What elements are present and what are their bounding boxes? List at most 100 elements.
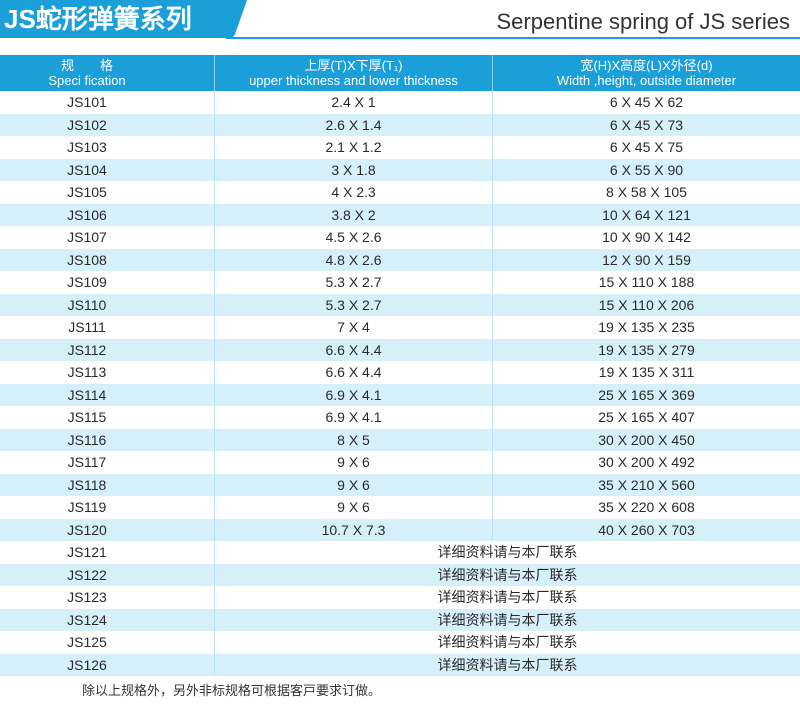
- cell-contact-note: 详细资料请与本厂联系: [214, 563, 800, 586]
- cell-spec: JS125: [67, 634, 107, 650]
- cell-spec: JS112: [67, 341, 107, 358]
- cell-dimensions: 15 X 110 X 188: [492, 271, 800, 294]
- cell-spec: JS126: [67, 656, 107, 673]
- cell-dimensions: 6 X 45 X 73: [492, 113, 800, 136]
- column-header-en: Width ,height, outside diameter: [556, 73, 737, 88]
- cell-dimensions: 10 X 64 X 121: [492, 203, 800, 226]
- cell-spec: JS115: [67, 409, 107, 425]
- cell-dimensions: 40 X 260 X 703: [492, 518, 800, 541]
- cell-spec: JS110: [67, 296, 107, 313]
- cell-spec: JS114: [67, 386, 107, 403]
- table-row: JS120 10.7 X 7.3 40 X 260 X 703: [0, 518, 800, 541]
- table-row: JS116 8 X 5 30 X 200 X 450: [0, 428, 800, 451]
- column-header-cn: 宽(H)X高度(L)X外径(d): [580, 58, 713, 73]
- cell-dimensions: 6 X 55 X 90: [492, 158, 800, 181]
- title-banner: JS蛇形弹簧系列 Serpentine spring of JS series: [0, 0, 800, 44]
- cell-dimensions: 30 X 200 X 492: [492, 451, 800, 474]
- cell-spec: JS123: [67, 589, 107, 605]
- table-row: JS109 5.3 X 2.7 15 X 110 X 188: [0, 271, 800, 294]
- cell-spec: JS117: [67, 454, 107, 470]
- cell-spec: JS104: [67, 161, 107, 178]
- cell-spec: JS124: [67, 611, 107, 628]
- cell-spec: JS105: [67, 184, 107, 200]
- cell-dimensions: 10 X 90 X 142: [492, 226, 800, 249]
- table-row: JS119 9 X 6 35 X 220 X 608: [0, 496, 800, 519]
- cell-contact-note: 详细资料请与本厂联系: [214, 541, 800, 564]
- cell-thickness: 5.3 X 2.7: [214, 271, 492, 294]
- cell-spec: JS103: [67, 139, 107, 155]
- cell-thickness: 9 X 6: [214, 496, 492, 519]
- table-row: JS104 3 X 1.8 6 X 55 X 90: [0, 158, 800, 181]
- table-row: JS114 6.9 X 4.1 25 X 165 X 369: [0, 383, 800, 406]
- cell-dimensions: 6 X 45 X 62: [492, 91, 800, 114]
- cell-thickness: 6.6 X 4.4: [214, 338, 492, 361]
- cell-dimensions: 35 X 210 X 560: [492, 473, 800, 496]
- table-row: JS115 6.9 X 4.1 25 X 165 X 407: [0, 406, 800, 429]
- column-header-cn: 规 格: [60, 58, 113, 73]
- cell-thickness: 9 X 6: [214, 451, 492, 474]
- cell-thickness: 7 X 4: [214, 316, 492, 339]
- cell-spec: JS107: [67, 229, 107, 245]
- table-row: JS118 9 X 6 35 X 210 X 560: [0, 473, 800, 496]
- cell-spec: JS111: [68, 319, 106, 335]
- cell-dimensions: 25 X 165 X 369: [492, 383, 800, 406]
- cell-spec: JS106: [67, 206, 107, 223]
- cell-dimensions: 35 X 220 X 608: [492, 496, 800, 519]
- cell-spec: JS102: [67, 116, 107, 133]
- cell-spec: JS101: [67, 94, 107, 110]
- table-row: JS103 2.1 X 1.2 6 X 45 X 75: [0, 136, 800, 159]
- table-header: 规 格 Speci fication 上厚(T)X下厚(T₁) upper th…: [0, 55, 800, 91]
- cell-thickness: 3.8 X 2: [214, 203, 492, 226]
- cell-thickness: 9 X 6: [214, 473, 492, 496]
- cell-spec: JS113: [67, 364, 107, 380]
- cell-thickness: 6.9 X 4.1: [214, 383, 492, 406]
- cell-contact-note: 详细资料请与本厂联系: [214, 653, 800, 676]
- column-header-cn: 上厚(T)X下厚(T₁): [304, 58, 403, 73]
- cell-contact-note: 详细资料请与本厂联系: [214, 586, 800, 609]
- cell-dimensions: 6 X 45 X 75: [492, 136, 800, 159]
- table-row: JS102 2.6 X 1.4 6 X 45 X 73: [0, 113, 800, 136]
- footnote: 除以上规格外，另外非标规格可根据客戸要求订做。: [82, 683, 382, 698]
- cell-thickness: 4.8 X 2.6: [214, 248, 492, 271]
- table-row: JS122 详细资料请与本厂联系: [0, 563, 800, 586]
- cell-thickness: 2.6 X 1.4: [214, 113, 492, 136]
- cell-spec: JS108: [67, 251, 107, 268]
- cell-spec: JS121: [67, 544, 107, 560]
- table-row: JS112 6.6 X 4.4 19 X 135 X 279: [0, 338, 800, 361]
- cell-dimensions: 12 X 90 X 159: [492, 248, 800, 271]
- cell-thickness: 5.3 X 2.7: [214, 293, 492, 316]
- cell-thickness: 4 X 2.3: [214, 181, 492, 204]
- table-row: JS123 详细资料请与本厂联系: [0, 586, 800, 609]
- page-title: JS蛇形弹簧系列: [4, 4, 192, 34]
- table-row: JS125 详细资料请与本厂联系: [0, 631, 800, 654]
- banner-shape: [0, 0, 800, 39]
- cell-spec: JS120: [67, 521, 107, 538]
- cell-spec: JS122: [67, 566, 107, 583]
- table-row: JS113 6.6 X 4.4 19 X 135 X 311: [0, 361, 800, 384]
- cell-contact-note: 详细资料请与本厂联系: [214, 608, 800, 631]
- cell-dimensions: 15 X 110 X 206: [492, 293, 800, 316]
- cell-dimensions: 8 X 58 X 105: [492, 181, 800, 204]
- table-row: JS111 7 X 4 19 X 135 X 235: [0, 316, 800, 339]
- table-row: JS107 4.5 X 2.6 10 X 90 X 142: [0, 226, 800, 249]
- cell-spec: JS116: [67, 431, 107, 448]
- cell-dimensions: 30 X 200 X 450: [492, 428, 800, 451]
- cell-thickness: 2.1 X 1.2: [214, 136, 492, 159]
- cell-thickness: 2.4 X 1: [214, 91, 492, 114]
- cell-thickness: 6.6 X 4.4: [214, 361, 492, 384]
- table-row: JS126 详细资料请与本厂联系: [0, 653, 800, 676]
- table-row: JS108 4.8 X 2.6 12 X 90 X 159: [0, 248, 800, 271]
- cell-spec: JS118: [67, 476, 107, 493]
- cell-thickness: 4.5 X 2.6: [214, 226, 492, 249]
- cell-dimensions: 19 X 135 X 311: [492, 361, 800, 384]
- cell-spec: JS119: [67, 499, 107, 515]
- column-header-spec: 规 格 Speci fication: [0, 55, 214, 91]
- column-header-en: upper thickness and lower thickness: [249, 73, 458, 88]
- cell-spec: JS109: [67, 274, 107, 290]
- column-header-thickness: 上厚(T)X下厚(T₁) upper thickness and lower t…: [214, 55, 492, 91]
- cell-dimensions: 19 X 135 X 279: [492, 338, 800, 361]
- table-row: JS105 4 X 2.3 8 X 58 X 105: [0, 181, 800, 204]
- column-header-en: Speci fication: [48, 73, 126, 88]
